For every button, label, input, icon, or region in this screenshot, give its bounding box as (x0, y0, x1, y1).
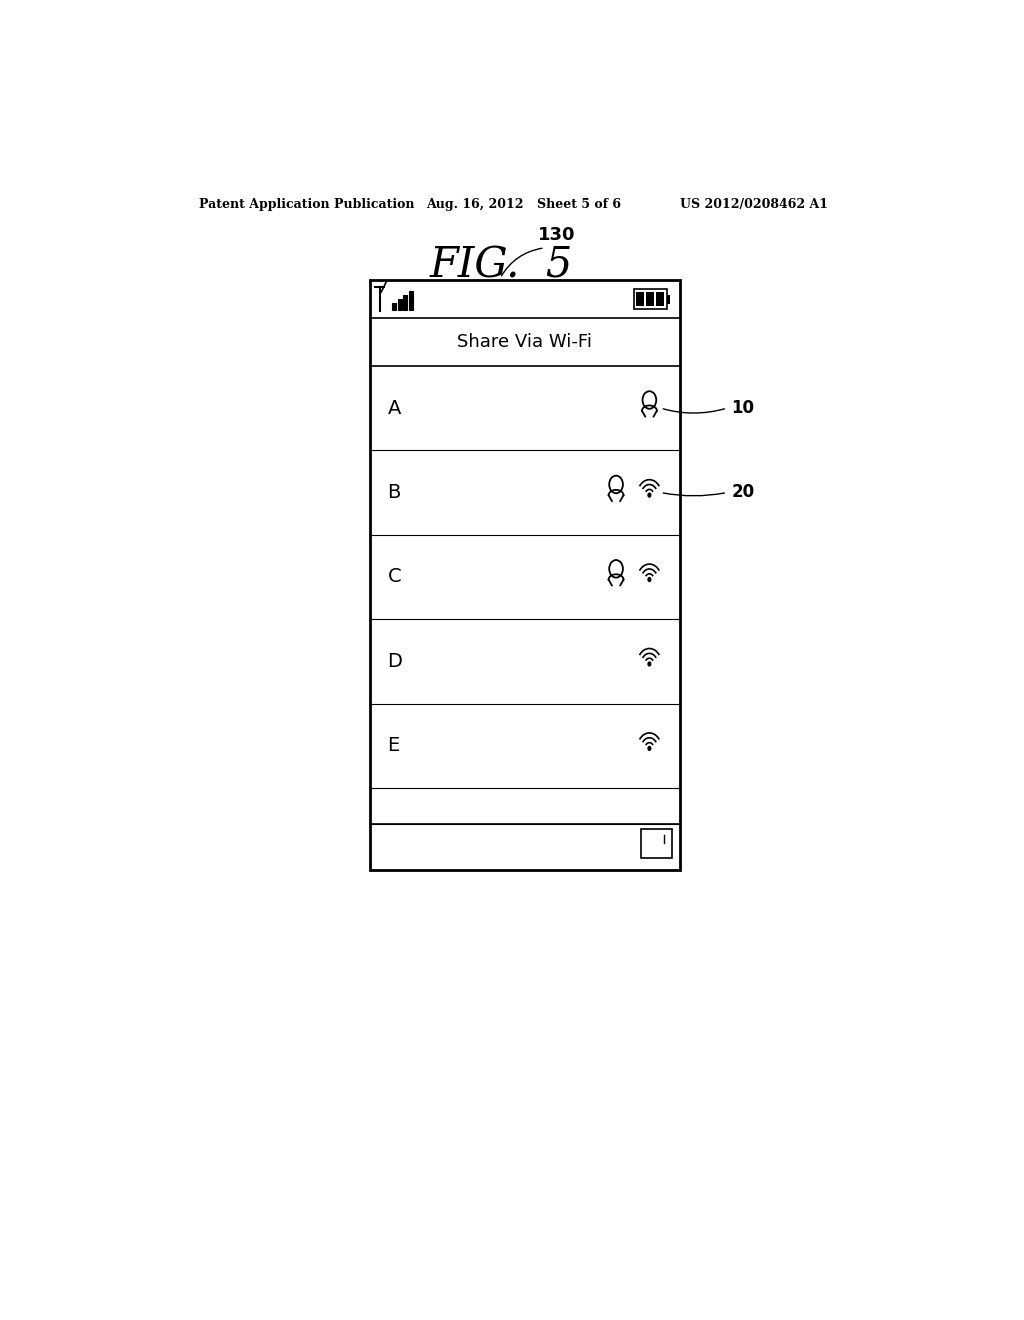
Text: US 2012/0208462 A1: US 2012/0208462 A1 (680, 198, 827, 211)
Text: Aug. 16, 2012: Aug. 16, 2012 (426, 198, 523, 211)
Bar (397, 298, 401, 310)
Bar (641, 829, 672, 858)
Text: Patent Application Publication: Patent Application Publication (200, 198, 415, 211)
Bar (656, 292, 665, 306)
Circle shape (647, 492, 651, 498)
Bar (634, 289, 667, 309)
Bar (636, 292, 644, 306)
Text: 20: 20 (731, 483, 755, 502)
Circle shape (647, 577, 651, 582)
Text: 130: 130 (538, 226, 575, 244)
Text: FIG.  5: FIG. 5 (430, 244, 573, 286)
Text: 10: 10 (731, 399, 754, 417)
Circle shape (647, 746, 651, 751)
Bar (370, 280, 680, 870)
Text: E: E (387, 737, 399, 755)
Text: B: B (387, 483, 400, 502)
Text: Sheet 5 of 6: Sheet 5 of 6 (537, 198, 621, 211)
Bar (403, 294, 408, 310)
Text: D: D (387, 652, 402, 671)
Circle shape (647, 661, 651, 667)
Text: A: A (387, 399, 400, 417)
Bar (409, 290, 413, 310)
Bar (392, 304, 396, 310)
Bar (667, 294, 670, 304)
Text: C: C (387, 568, 401, 586)
Bar (646, 292, 654, 306)
Text: Share Via Wi-Fi: Share Via Wi-Fi (458, 333, 592, 351)
